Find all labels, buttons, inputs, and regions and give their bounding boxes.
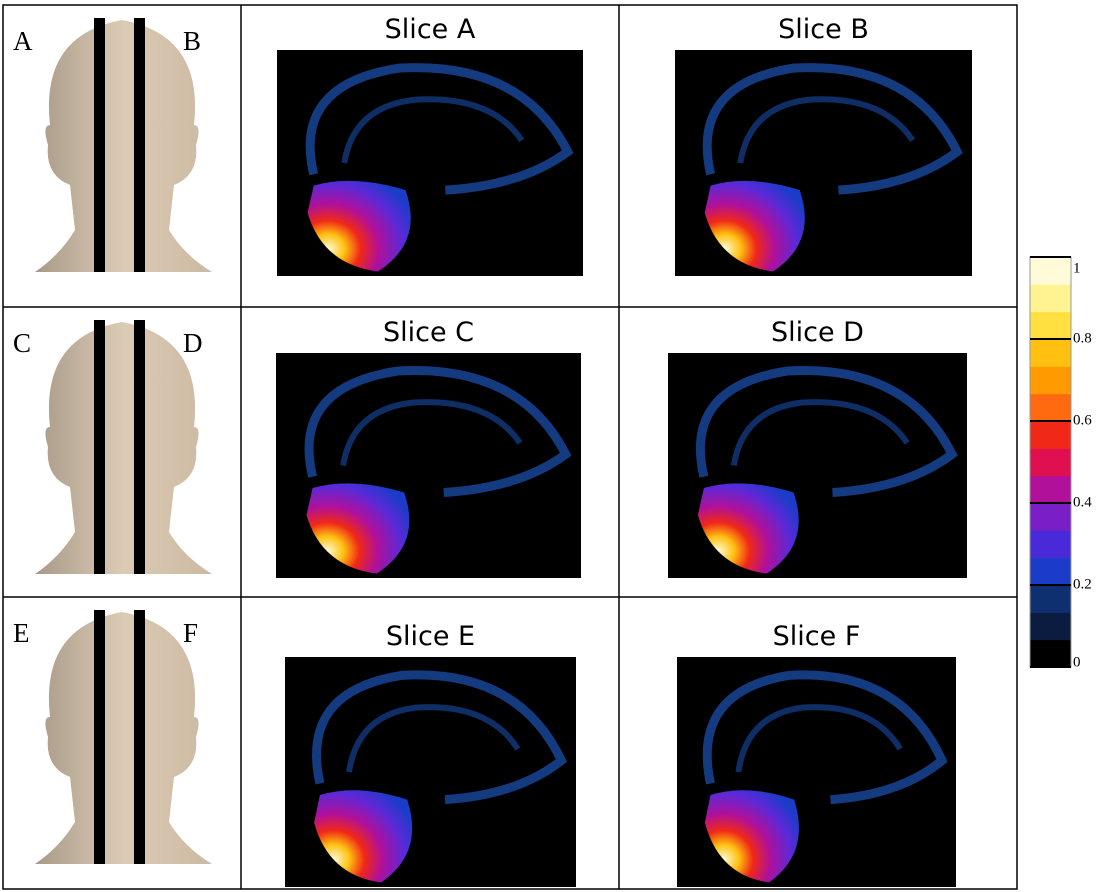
colorbar-segment <box>1030 530 1071 558</box>
colorbar-segment <box>1030 503 1071 531</box>
slice-label: A <box>13 26 33 56</box>
colorbar-segment <box>1030 312 1071 340</box>
slice-marker <box>94 610 105 864</box>
slice-title: Slice D <box>771 317 864 348</box>
head-shape <box>35 322 212 574</box>
colorbar-segment <box>1030 366 1071 394</box>
slice-title: Slice A <box>385 14 476 45</box>
colorbar-tick-label: 0.8 <box>1073 330 1092 346</box>
slice-marker <box>94 18 105 272</box>
brain-slice <box>677 657 956 887</box>
brain-slice <box>285 657 576 887</box>
colorbar-segment <box>1030 448 1071 476</box>
brain-slice <box>675 50 972 276</box>
colorbar-tick-label: 0.4 <box>1073 494 1092 510</box>
slice-title: Slice B <box>778 14 869 45</box>
colorbar-segment <box>1030 585 1071 613</box>
brain-slice <box>276 353 581 578</box>
head-image <box>35 610 212 864</box>
colorbar-tick-label: 0.6 <box>1073 412 1092 428</box>
colorbar-tick-label: 0.2 <box>1073 576 1092 592</box>
slice-marker <box>94 320 105 574</box>
colorbar-segment <box>1030 421 1071 449</box>
slice-title: Slice F <box>773 621 861 652</box>
brain-slice <box>277 50 583 276</box>
colorbar-segment <box>1030 394 1071 422</box>
slice-marker <box>134 18 145 272</box>
head-image <box>35 18 212 272</box>
head-shape <box>35 612 212 864</box>
slice-label: D <box>183 328 203 358</box>
colorbar-segment <box>1030 284 1071 312</box>
slice-marker <box>134 320 145 574</box>
colorbar-segment <box>1030 612 1071 640</box>
slice-label: F <box>183 618 198 648</box>
slice-title: Slice E <box>386 621 475 652</box>
figure: A B Slice A Slice B C D Slice C Slice D E F Slice … <box>0 0 1107 892</box>
slice-marker <box>134 610 145 864</box>
head-image <box>35 320 212 574</box>
head-shape <box>35 20 212 272</box>
colorbar-segment <box>1030 339 1071 367</box>
slice-title: Slice C <box>383 317 474 348</box>
colorbar-tick-label: 0 <box>1073 654 1081 670</box>
slice-label: B <box>183 26 201 56</box>
colorbar-segment <box>1030 476 1071 504</box>
colorbar-segment <box>1030 558 1071 586</box>
slice-label: E <box>13 618 30 648</box>
colorbar-segment <box>1030 257 1071 285</box>
brain-slice <box>668 353 967 578</box>
colorbar-segment <box>1030 640 1071 668</box>
slice-label: C <box>13 328 31 358</box>
colorbar-tick-label: 1 <box>1073 260 1081 276</box>
